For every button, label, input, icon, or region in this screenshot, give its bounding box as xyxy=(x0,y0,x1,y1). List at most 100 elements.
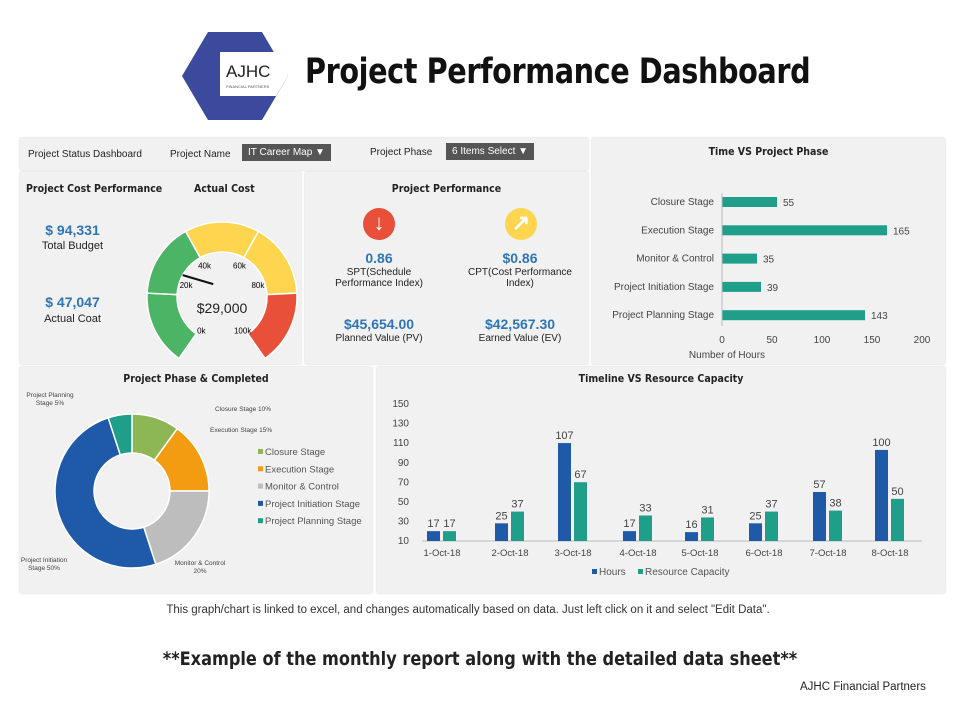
column-bar xyxy=(639,515,652,541)
column-bar xyxy=(574,482,587,541)
bar-category-label: Execution Stage xyxy=(641,225,714,236)
actual-cost-label: Actual Coat xyxy=(44,313,101,325)
column-value-label: 25 xyxy=(495,510,507,522)
gauge-title: Actual Cost xyxy=(194,183,255,195)
legend-swatch xyxy=(592,569,597,574)
column-value-label: 17 xyxy=(443,518,455,530)
column-value-label: 37 xyxy=(511,499,523,511)
donut-slice xyxy=(54,416,157,569)
x-tick-label: 1-Oct-18 xyxy=(424,548,461,559)
gauge-segment xyxy=(146,292,198,360)
bar-category-label: Project Planning Stage xyxy=(612,310,714,321)
donut-slice xyxy=(107,413,133,456)
column-value-label: 50 xyxy=(891,486,903,498)
donut-data-label: Project Initiation Stage 50% xyxy=(21,557,68,572)
svg-text:AJHC: AJHC xyxy=(226,62,270,81)
legend-label: Closure Stage xyxy=(265,447,325,458)
bar xyxy=(722,310,865,321)
y-tick-label: 130 xyxy=(392,419,409,430)
arrow-down-icon: ↓ xyxy=(363,208,395,240)
time-vs-phase-chart: Closure Stage 55 Execution Stage 165 Monitor… xyxy=(612,193,931,361)
project-phase-dropdown[interactable]: 6 Items Select ▼ xyxy=(446,143,535,160)
legend-swatch xyxy=(638,569,643,574)
legend-swatch xyxy=(258,483,263,489)
bar xyxy=(722,197,777,207)
bar-category-label: Monitor & Control xyxy=(636,254,714,265)
dashboard-label: Project Status Dashboard xyxy=(28,149,142,160)
footer: AJHC Financial Partners xyxy=(800,681,926,693)
legend-label: Resource Capacity xyxy=(645,567,729,578)
column-bar xyxy=(495,523,508,541)
bar xyxy=(722,225,887,236)
pv-label: Planned Value (PV) xyxy=(335,333,423,344)
column-value-label: 25 xyxy=(749,510,761,522)
spi-label: SPT(Schedule Performance Index) xyxy=(335,267,423,289)
gauge-tick-label: 80k xyxy=(251,281,265,290)
phase-completed-chart: Closure Stage 10% Execution Stage 15% Moni… xyxy=(21,392,362,575)
column-value-label: 37 xyxy=(765,499,777,511)
bar-value-label: 165 xyxy=(893,226,910,237)
column-value-label: 100 xyxy=(872,437,890,449)
legend-swatch xyxy=(258,518,263,524)
y-tick-label: 90 xyxy=(398,458,410,469)
bar-value-label: 35 xyxy=(763,255,775,266)
time-vs-phase-panel: Time VS Project Phase Closure Stage 55 Exe… xyxy=(592,138,945,364)
project-name-label: Project Name xyxy=(170,149,231,160)
spi-value: 0.86 xyxy=(365,250,393,266)
ev-label: Earned Value (EV) xyxy=(478,333,562,344)
legend-label: Project Planning Stage xyxy=(265,516,362,527)
legend-label: Execution Stage xyxy=(265,464,334,475)
pv-value: $45,654.00 xyxy=(343,316,415,332)
x-tick-label: 50 xyxy=(766,335,778,346)
legend-label: Monitor & Control xyxy=(265,482,339,493)
footnote: **Example of the monthly report along wi… xyxy=(162,648,798,670)
x-axis-label: Number of Hours xyxy=(689,350,765,361)
performance-panel: Project Performance ↓ ↗ 0.86 SPT(Schedul… xyxy=(305,172,588,364)
column-value-label: 67 xyxy=(574,469,586,481)
gauge-value: $29,000 xyxy=(196,300,248,316)
project-name-dropdown[interactable]: IT Career Map ▼ xyxy=(242,144,331,161)
ev-value: $42,567.30 xyxy=(484,316,556,332)
legend-swatch xyxy=(258,500,263,506)
y-tick-label: 110 xyxy=(393,438,409,449)
column-value-label: 33 xyxy=(639,502,651,514)
cpi-label: CPT(Cost Performance Index) xyxy=(468,267,572,289)
column-value-label: 16 xyxy=(685,519,697,531)
y-tick-label: 150 xyxy=(392,399,409,410)
column-value-label: 38 xyxy=(829,498,841,510)
gauge-tick-label: 0k xyxy=(197,326,206,335)
y-tick-label: 70 xyxy=(398,477,410,488)
cost-panel: Project Cost Performance Actual Cost $ 9… xyxy=(20,172,301,364)
column-bar xyxy=(875,449,888,541)
column-bar xyxy=(558,443,571,541)
bar-value-label: 39 xyxy=(767,283,779,294)
gauge-segment xyxy=(246,292,298,360)
bar xyxy=(722,253,757,264)
cost-title: Project Cost Performance xyxy=(26,183,163,195)
project-phase-label: Project Phase xyxy=(370,147,433,158)
svg-text:FINANCIAL PARTNERS: FINANCIAL PARTNERS xyxy=(226,84,270,89)
x-tick-label: 6-Oct-18 xyxy=(746,548,783,559)
timeline-title: Timeline VS Resource Capacity xyxy=(578,373,744,385)
x-tick-label: 2-Oct-18 xyxy=(492,548,529,559)
performance-title: Project Performance xyxy=(391,183,502,195)
x-tick-label: 7-Oct-18 xyxy=(810,548,847,559)
donut-slice xyxy=(142,490,210,566)
x-tick-label: 5-Oct-18 xyxy=(682,548,719,559)
x-tick-label: 3-Oct-18 xyxy=(555,548,592,559)
x-tick-label: 4-Oct-18 xyxy=(620,548,657,559)
column-value-label: 17 xyxy=(623,518,635,530)
column-bar xyxy=(813,492,826,541)
gauge-tick-label: 20k xyxy=(180,281,194,290)
column-bar xyxy=(511,511,524,541)
column-value-label: 17 xyxy=(427,518,439,530)
phase-completed-title: Project Phase & Completed xyxy=(123,373,269,385)
total-budget-value: $ 94,331 xyxy=(45,222,100,238)
page-title: Project Performance Dashboard xyxy=(305,52,811,92)
bar-value-label: 55 xyxy=(783,198,795,209)
x-tick-label: 150 xyxy=(864,335,881,346)
donut-data-label: Closure Stage 10% xyxy=(215,406,271,413)
filter-bar: Project Status Dashboard Project Name IT… xyxy=(20,138,588,170)
actual-cost-value: $ 47,047 xyxy=(45,294,100,310)
legend-label: Project Initiation Stage xyxy=(265,499,360,510)
